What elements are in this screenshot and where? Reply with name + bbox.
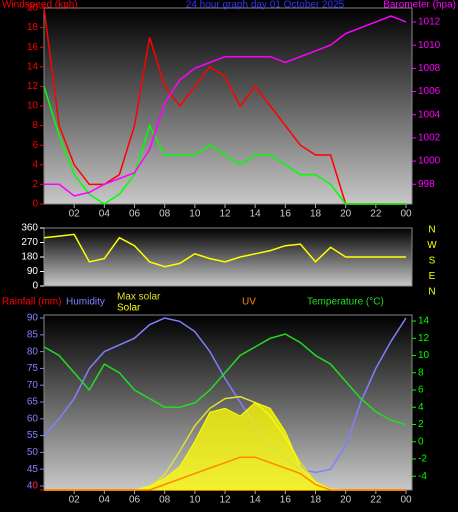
y-tick-label: 180: [21, 252, 38, 263]
series-label: Temperature (°C): [307, 297, 384, 308]
x-tick-label: 18: [310, 209, 322, 220]
y-tick-label: 360: [21, 223, 38, 234]
x-tick-label: 10: [189, 495, 201, 506]
y-tick-label: 12: [27, 81, 39, 92]
series-label: UV: [242, 297, 256, 308]
x-tick-label: 12: [219, 495, 231, 506]
y-tick-label: 4: [32, 159, 38, 170]
y-tick-label: 60: [27, 413, 39, 424]
y-tick-label: 0: [32, 281, 38, 292]
y-tick-label: 50: [27, 447, 39, 458]
y2-tick-label: 1008: [418, 63, 441, 74]
x-tick-label: 20: [340, 209, 352, 220]
series-line: [44, 15, 407, 197]
y-tick-label: 20: [27, 3, 39, 14]
y-tick-label: 65: [27, 397, 39, 408]
y2-tick-label: 12: [418, 333, 430, 344]
y2-tick-label: 1000: [418, 156, 441, 167]
y2-tick-label: 1010: [418, 40, 441, 51]
x-tick-label: 22: [370, 495, 382, 506]
series-line: [43, 233, 406, 268]
x-tick-label: 06: [129, 209, 141, 220]
x-tick-label: 02: [69, 495, 81, 506]
y2-tick-label: 10: [418, 350, 430, 361]
y-tick-label: 16: [27, 42, 39, 53]
x-tick-label: 06: [129, 495, 141, 506]
y-tick-label: 45: [27, 464, 39, 475]
y2-tick-label: 0: [418, 436, 424, 447]
y2-tick-label: 1012: [418, 17, 441, 28]
y2-tick-label: -2: [418, 454, 427, 465]
y2-tick-label: 1002: [418, 133, 441, 144]
x-tick-label: 00: [400, 495, 412, 506]
y2-tick-label: 2: [418, 419, 424, 430]
y2-tick-label: 1006: [418, 86, 441, 97]
series-line: [43, 86, 406, 205]
y-tick-label: 6: [32, 140, 38, 151]
compass-label: N: [428, 287, 435, 298]
y-tick-label: 55: [27, 430, 39, 441]
x-tick-label: 16: [280, 495, 292, 506]
series-label: Solar: [117, 303, 141, 314]
x-tick-label: 14: [250, 209, 262, 220]
x-tick-label: 14: [250, 495, 262, 506]
plot-area: [43, 7, 413, 205]
y-tick-label: 0: [32, 481, 38, 492]
x-tick-label: 08: [159, 209, 171, 220]
series-line: [43, 333, 407, 426]
series-line: [44, 456, 406, 491]
x-tick-label: 18: [310, 495, 322, 506]
y2-tick-label: 1004: [418, 109, 441, 120]
y2-axis-label: Barometer (hpa): [383, 0, 456, 11]
y-tick-label: 75: [27, 363, 39, 374]
series-line: [43, 317, 407, 474]
y-tick-label: 80: [27, 346, 39, 357]
series-label: Rainfall (mm): [2, 297, 61, 308]
x-tick-label: 20: [340, 495, 352, 506]
y-tick-label: 8: [32, 120, 38, 131]
y-tick-label: 2: [32, 179, 38, 190]
y-tick-label: 18: [27, 22, 39, 33]
y-tick-label: 270: [21, 237, 38, 248]
chart-title: 24 hour graph day 01 October 2025: [186, 0, 345, 11]
y2-tick-label: -4: [418, 471, 427, 482]
compass-label: N: [428, 225, 435, 236]
x-tick-label: 00: [400, 209, 412, 220]
x-tick-label: 22: [370, 209, 382, 220]
y2-tick-label: 6: [418, 385, 424, 396]
x-tick-label: 04: [99, 209, 111, 220]
series-label: Max solar: [117, 292, 161, 303]
y-tick-label: 85: [27, 329, 39, 340]
x-tick-label: 08: [159, 495, 171, 506]
compass-label: S: [429, 256, 436, 267]
y2-tick-label: 4: [418, 402, 424, 413]
compass-label: W: [427, 240, 437, 251]
x-tick-label: 10: [189, 209, 201, 220]
y2-tick-label: 14: [418, 316, 430, 327]
x-tick-label: 04: [99, 495, 111, 506]
y2-tick-label: 8: [418, 367, 424, 378]
y2-tick-label: 998: [418, 179, 435, 190]
y-tick-label: 70: [27, 380, 39, 391]
compass-label: E: [429, 271, 436, 282]
x-tick-label: 12: [219, 209, 231, 220]
x-tick-label: 16: [280, 209, 292, 220]
series-label: Humidity: [66, 297, 105, 308]
y-tick-label: 14: [27, 61, 39, 72]
x-tick-label: 02: [69, 209, 81, 220]
y-tick-label: 10: [27, 101, 39, 112]
y-tick-label: 90: [27, 266, 39, 277]
y-tick-label: 40: [27, 481, 39, 492]
y-tick-label: 0: [32, 199, 38, 210]
y-tick-label: 90: [27, 313, 39, 324]
y-axis-label: Windspeed (kph): [2, 0, 78, 11]
